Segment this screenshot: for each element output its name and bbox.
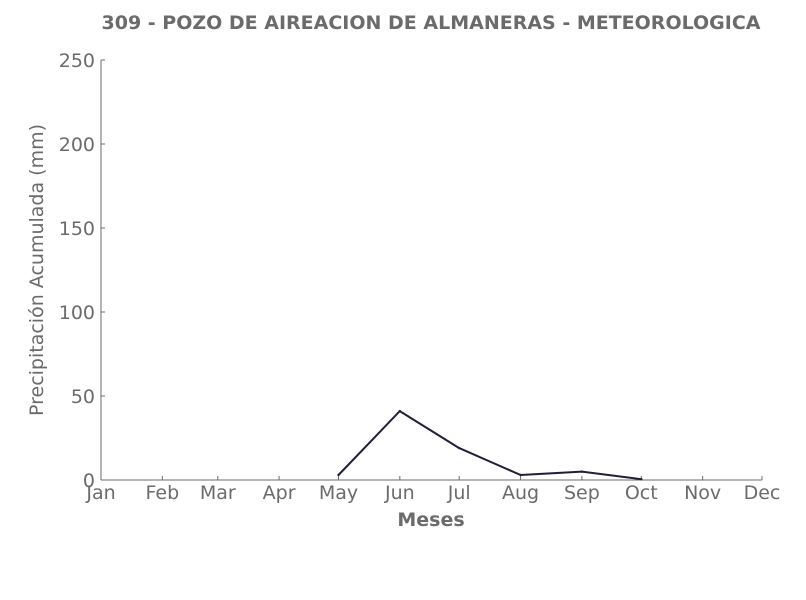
- y-tick-label: 100: [59, 302, 95, 324]
- chart-title: 309 - POZO DE AIREACION DE ALMANERAS - M…: [102, 12, 761, 34]
- data-point: [337, 473, 340, 477]
- series-line: [337, 410, 642, 481]
- x-tick-label: Jun: [384, 482, 415, 504]
- x-tick-label: Jul: [447, 482, 471, 504]
- data-point: [519, 473, 522, 477]
- y-tick-label: 200: [59, 134, 95, 156]
- data-point: [580, 470, 584, 473]
- x-tick-label: Feb: [146, 482, 180, 504]
- x-tick-label: Nov: [684, 482, 721, 504]
- data-point: [640, 477, 643, 481]
- x-tick-label: Oct: [625, 482, 658, 504]
- x-tick-label: Mar: [200, 482, 236, 504]
- y-tick-label: 50: [71, 386, 95, 408]
- x-tick-label: Sep: [564, 482, 600, 504]
- y-tick-label: 0: [83, 470, 95, 492]
- x-tick-label: Apr: [263, 482, 296, 504]
- data-point: [458, 446, 461, 450]
- y-axis-label: Precipitación Acumulada (mm): [26, 124, 48, 416]
- plot-area: [337, 409, 643, 481]
- data-point: [398, 409, 402, 413]
- x-tick-label: Aug: [502, 482, 539, 504]
- y-tick-label: 150: [59, 218, 95, 240]
- x-axis-label: Meses: [397, 509, 464, 531]
- y-tick-label: 250: [59, 50, 95, 72]
- chart-axes: 0 50 100 150 200 250 Jan Feb Mar Apr May Jun Jul Aug S…: [59, 50, 781, 504]
- x-tick-label: Dec: [744, 482, 781, 504]
- x-tick-label: Jan: [85, 482, 115, 504]
- x-tick-label: May: [319, 482, 358, 504]
